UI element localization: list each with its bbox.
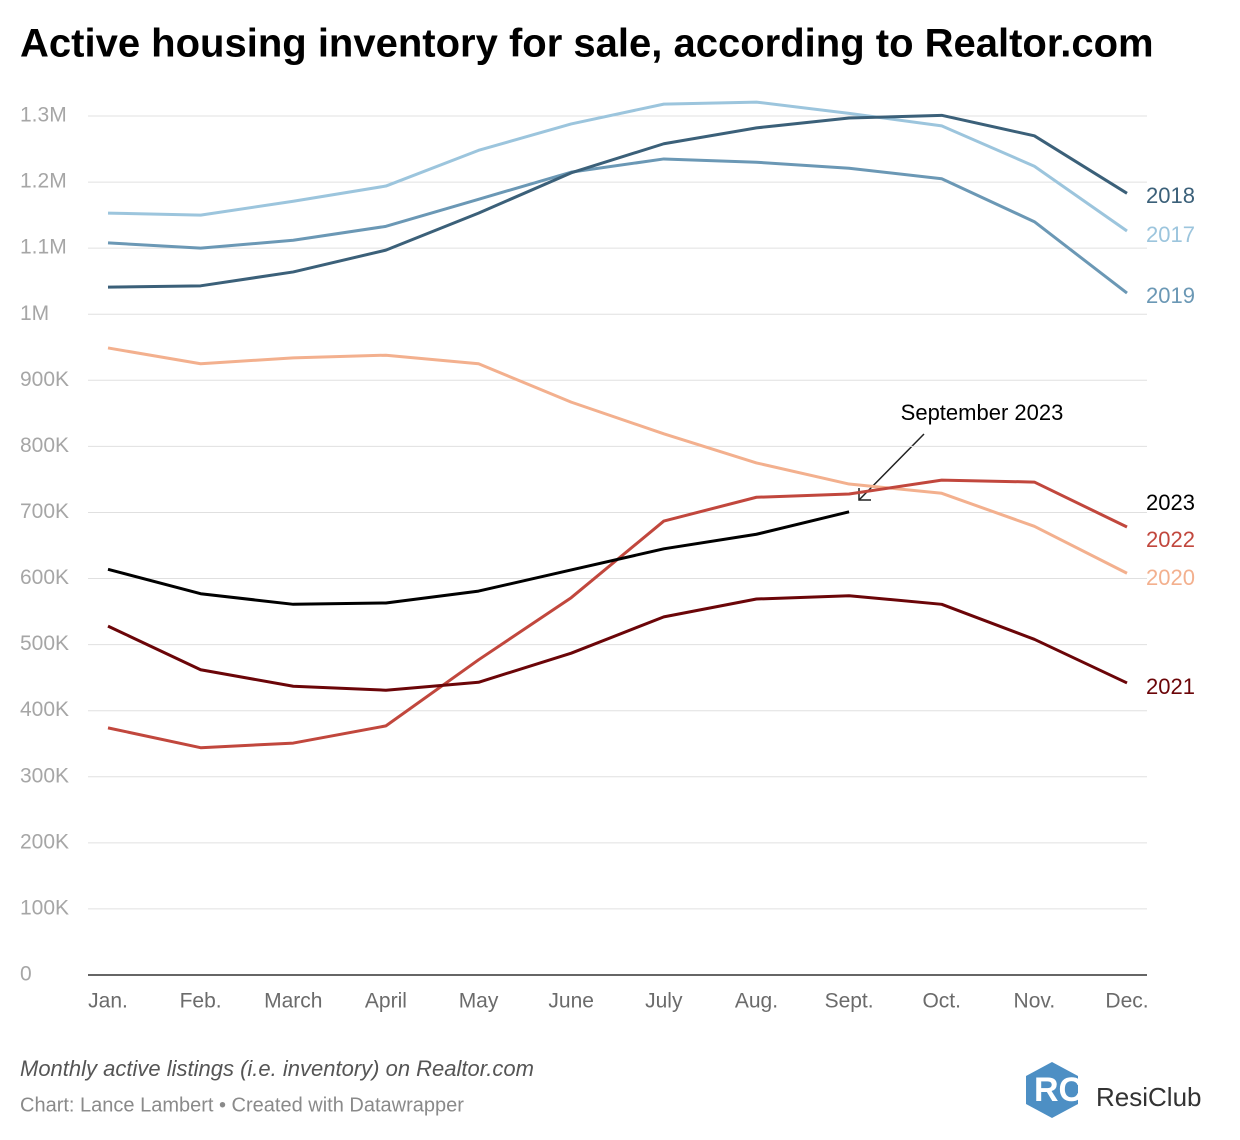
x-tick-label: Feb.: [180, 990, 222, 1013]
series-label: 2021: [1146, 674, 1195, 699]
series-label: 2020: [1146, 565, 1195, 590]
series-line: [107, 346, 1128, 575]
y-tick-label: 300K: [20, 764, 69, 787]
x-tick-label: July: [645, 990, 683, 1013]
y-tick-label: 1M: [20, 302, 49, 325]
series-label: 2022: [1146, 527, 1195, 552]
x-tick-label: March: [264, 990, 322, 1013]
logo: RC: [1026, 1062, 1083, 1118]
x-tick-label: Nov.: [1014, 990, 1056, 1013]
subtitle: Monthly active listings (i.e. inventory)…: [20, 1056, 534, 1081]
x-tick-label: May: [459, 990, 499, 1013]
series-label: 2023: [1146, 490, 1195, 515]
source: Chart: Lance Lambert • Created with Data…: [20, 1094, 464, 1116]
chart-title: Active housing inventory for sale, accor…: [20, 22, 1154, 66]
y-tick-label: 700K: [20, 500, 69, 523]
y-tick-label: 900K: [20, 368, 69, 391]
y-tick-label: 1.2M: [20, 170, 67, 193]
series-label: 2019: [1146, 283, 1195, 308]
y-tick-label: 1.3M: [20, 104, 67, 127]
y-tick-label: 500K: [20, 632, 69, 655]
x-tick-label: April: [365, 990, 407, 1013]
x-tick-label: Dec.: [1105, 990, 1148, 1013]
x-tick-label: Jan.: [88, 990, 128, 1013]
brand: ResiClub: [1096, 1082, 1202, 1112]
svg-text:RC: RC: [1034, 1071, 1083, 1109]
series-label: 2017: [1146, 222, 1195, 247]
y-tick-label: 200K: [20, 830, 69, 853]
y-tick-label: 0: [20, 963, 32, 986]
y-tick-label: 400K: [20, 698, 69, 721]
series-line: [107, 113, 1128, 289]
series-line: [107, 594, 1128, 692]
series-line: [107, 478, 1128, 750]
series-line: [107, 100, 1128, 233]
y-tick-label: 800K: [20, 434, 69, 457]
series-line: [107, 157, 1128, 295]
y-tick-label: 100K: [20, 896, 69, 919]
y-tick-label: 600K: [20, 566, 69, 589]
annotation: September 2023: [901, 400, 1064, 425]
x-tick-label: Oct.: [922, 990, 961, 1013]
y-tick-label: 1.1M: [20, 236, 67, 259]
x-tick-label: June: [548, 990, 594, 1013]
series-label: 2018: [1146, 183, 1195, 208]
x-tick-label: Sept.: [825, 990, 874, 1013]
series-line: [107, 510, 850, 606]
x-tick-label: Aug.: [735, 990, 778, 1013]
